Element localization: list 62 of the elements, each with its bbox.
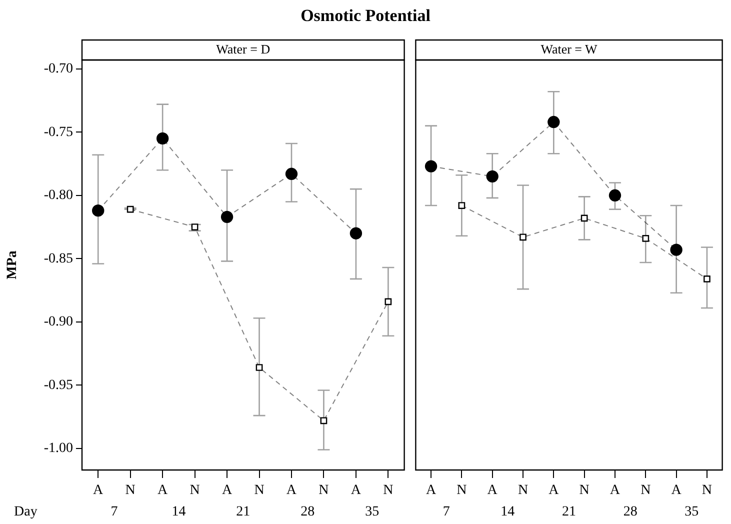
- point: [191, 224, 198, 230]
- x-tick-label: A: [222, 483, 233, 498]
- text: 28: [300, 504, 315, 520]
- text: Day: [14, 504, 38, 520]
- point: [458, 202, 466, 209]
- text: 14: [500, 504, 515, 520]
- point: [548, 116, 560, 128]
- chart-subtitle: Water = W: [540, 41, 598, 56]
- text: 21: [562, 504, 576, 520]
- point: [704, 275, 710, 282]
- y-tick-label: -0.75: [44, 124, 73, 140]
- point: [126, 206, 134, 213]
- x-tick-label: N: [640, 483, 651, 498]
- text: 7: [442, 504, 450, 520]
- x-tick-label: N: [518, 483, 528, 498]
- text: 35: [684, 504, 699, 520]
- x-tick-label: A: [286, 483, 298, 498]
- x-tick-label: A: [487, 483, 498, 498]
- x-tick-label: A: [548, 483, 560, 498]
- point: [92, 204, 104, 217]
- y-tick-label: -0.95: [44, 378, 73, 393]
- x-tick-label: A: [93, 483, 104, 498]
- text: 21: [236, 504, 250, 520]
- point: [285, 168, 298, 180]
- x-tick-label: A: [610, 483, 621, 498]
- y-tick-label: -1.00: [44, 441, 73, 456]
- x-tick-label: N: [318, 483, 329, 498]
- x-tick-label: N: [383, 483, 394, 498]
- y-axis-title: MPa: [5, 250, 20, 280]
- y-tick-label: -0.85: [44, 251, 73, 266]
- y-tick-label: -0.80: [44, 188, 73, 204]
- point: [608, 189, 622, 202]
- point: [424, 160, 438, 172]
- y-tick-label: -0.70: [44, 62, 73, 77]
- text: 14: [172, 504, 186, 520]
- x-tick-label: N: [702, 483, 712, 498]
- point: [520, 234, 526, 241]
- point: [670, 244, 682, 256]
- chart-title: Osmotic Potential: [300, 6, 432, 26]
- y-tick-label: -0.90: [44, 314, 73, 330]
- point: [580, 214, 588, 222]
- text: 7: [110, 504, 118, 520]
- x-tick-label: A: [350, 483, 362, 498]
- point: [384, 298, 392, 306]
- point: [486, 170, 498, 183]
- x-tick-label: N: [125, 483, 136, 498]
- point: [642, 235, 650, 242]
- text: 35: [365, 504, 380, 520]
- x-tick-label: A: [158, 483, 169, 498]
- point: [220, 210, 234, 224]
- x-tick-label: N: [579, 483, 590, 498]
- point: [156, 132, 169, 145]
- text: 28: [623, 504, 638, 520]
- x-tick-label: A: [671, 483, 682, 498]
- point: [320, 417, 328, 424]
- point: [256, 364, 263, 371]
- point: [350, 227, 362, 240]
- x-tick-label: N: [456, 483, 467, 498]
- x-tick-label: N: [190, 483, 200, 498]
- chart-subtitle: Water = D: [216, 41, 270, 56]
- x-tick-label: N: [254, 483, 264, 498]
- x-tick-label: A: [426, 483, 437, 498]
